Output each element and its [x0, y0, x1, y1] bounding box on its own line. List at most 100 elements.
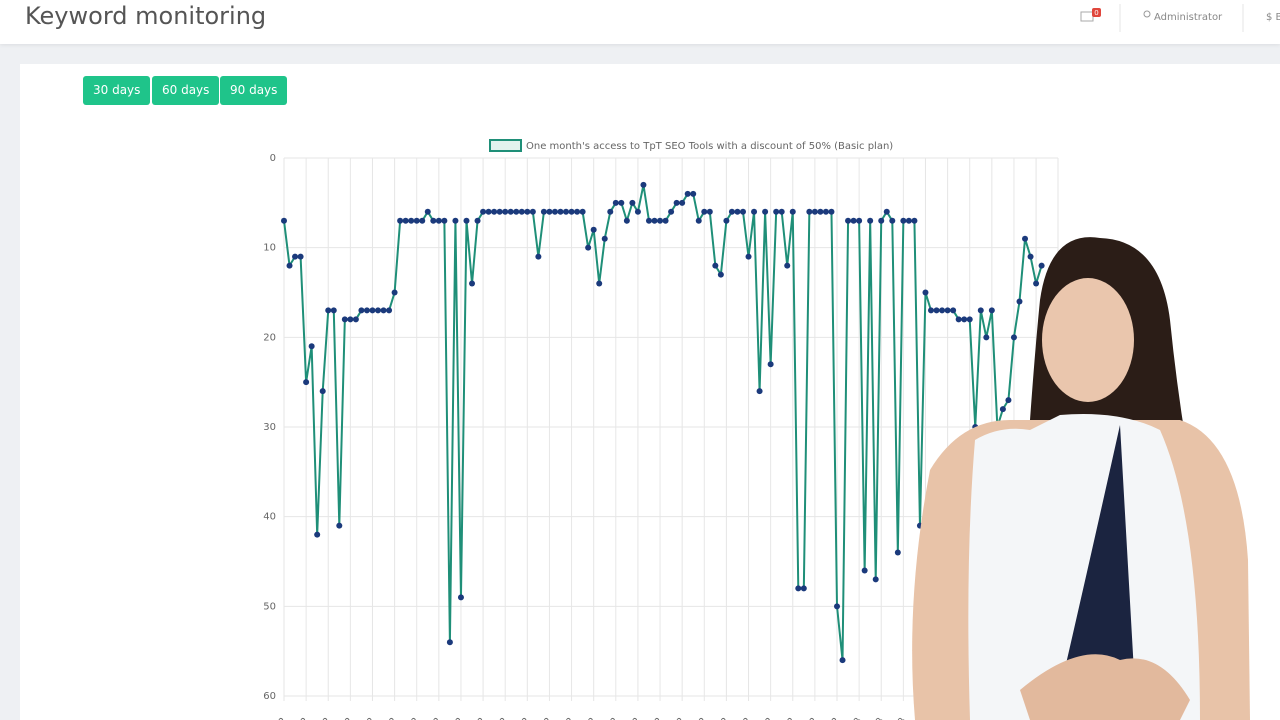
presenter-hands — [1020, 654, 1190, 720]
y-tick-label: 60 — [263, 691, 276, 702]
legend-label: One month's access to TpT SEO Tools with… — [526, 141, 893, 152]
data-point — [756, 388, 763, 395]
x-tick-label: 022 — [824, 716, 843, 720]
x-tick-label: 022 — [602, 716, 621, 720]
x-tick-label: 022 — [801, 716, 820, 720]
data-point — [867, 217, 874, 224]
presenter — [912, 237, 1250, 720]
x-tick-label: 023 — [846, 716, 865, 720]
legend-swatch — [489, 139, 522, 152]
data-point — [612, 199, 619, 206]
presenter-face — [1042, 278, 1134, 402]
data-point — [330, 307, 337, 314]
data-point — [988, 307, 995, 314]
data-point — [922, 289, 929, 296]
y-tick-label: 50 — [263, 601, 276, 612]
data-point — [424, 208, 431, 215]
data-point — [1016, 298, 1023, 305]
data-point — [645, 217, 652, 224]
data-point — [430, 217, 437, 224]
page-title: Keyword monitoring — [25, 2, 267, 30]
x-tick-label: 022 — [359, 716, 378, 720]
data-point — [563, 208, 570, 215]
range-button[interactable]: 90 days — [220, 76, 288, 105]
data-point — [944, 307, 951, 314]
data-point — [341, 316, 348, 323]
x-tick-label: 022 — [470, 716, 489, 720]
x-tick-label: 022 — [647, 716, 666, 720]
data-point — [579, 208, 586, 215]
data-point — [905, 217, 912, 224]
data-point — [999, 406, 1006, 413]
range-button[interactable]: 30 days — [83, 76, 151, 105]
x-tick-label: 022 — [293, 716, 312, 720]
presenter-top — [968, 414, 1200, 720]
x-tick-label: 022 — [514, 716, 533, 720]
range-button[interactable]: 60 days — [152, 76, 220, 105]
data-point — [822, 208, 829, 215]
data-point — [695, 217, 702, 224]
data-point — [391, 289, 398, 296]
data-point — [618, 199, 625, 206]
x-tick-label: 023 — [868, 716, 887, 720]
data-point — [363, 307, 370, 314]
data-point — [590, 226, 597, 233]
data-point — [789, 208, 796, 215]
data-point — [419, 217, 426, 224]
balance[interactable]: $ B — [1266, 12, 1280, 23]
data-point — [679, 199, 686, 206]
data-point — [894, 549, 901, 556]
data-point — [413, 217, 420, 224]
data-point — [1005, 397, 1012, 404]
data-point — [623, 217, 630, 224]
x-tick-label: 022 — [691, 716, 710, 720]
data-point — [883, 208, 890, 215]
data-point — [723, 217, 730, 224]
data-point — [297, 253, 304, 260]
data-point — [845, 217, 852, 224]
user-name[interactable]: Administrator — [1154, 12, 1223, 23]
x-tick-label: 022 — [536, 716, 555, 720]
data-point — [662, 217, 669, 224]
x-tick-label: 022 — [425, 716, 444, 720]
data-point — [358, 307, 365, 314]
data-point — [496, 208, 503, 215]
data-point — [795, 585, 802, 592]
data-point — [502, 208, 509, 215]
data-point — [751, 208, 758, 215]
data-point — [369, 307, 376, 314]
data-point — [568, 208, 575, 215]
data-point — [673, 199, 680, 206]
x-tick-label: 022 — [580, 716, 599, 720]
data-point — [828, 208, 835, 215]
data-point — [800, 585, 807, 592]
data-point — [435, 217, 442, 224]
data-point — [861, 567, 868, 574]
data-point — [634, 208, 641, 215]
data-point — [889, 217, 896, 224]
data-point — [507, 208, 514, 215]
data-point — [319, 388, 326, 395]
x-tick-label: 022 — [337, 716, 356, 720]
data-point — [966, 316, 973, 323]
data-point — [281, 217, 287, 224]
data-point — [474, 217, 481, 224]
data-point — [1010, 334, 1017, 341]
data-point — [706, 208, 713, 215]
data-point — [983, 334, 990, 341]
data-point — [441, 217, 448, 224]
data-point — [900, 217, 907, 224]
x-tick-label: 022 — [757, 716, 776, 720]
data-point — [651, 217, 658, 224]
x-tick-label: 022 — [403, 716, 422, 720]
data-point — [928, 307, 935, 314]
data-point — [518, 208, 525, 215]
data-point — [596, 280, 603, 287]
y-tick-label: 40 — [263, 512, 276, 523]
data-point — [408, 217, 415, 224]
data-point — [767, 361, 774, 368]
x-tick-label: 022 — [315, 716, 334, 720]
data-point — [546, 208, 553, 215]
data-point — [1033, 280, 1040, 287]
data-point — [397, 217, 404, 224]
